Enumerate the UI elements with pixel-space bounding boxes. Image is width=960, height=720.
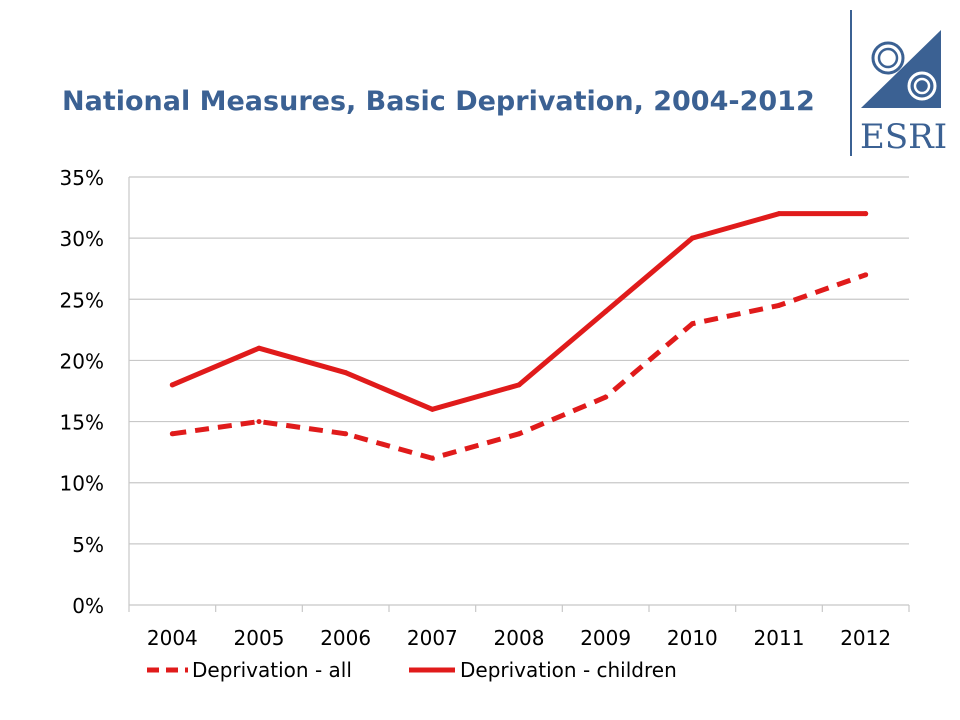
y-tick-label: 0% [72, 594, 104, 618]
y-tick-label: 25% [60, 288, 104, 312]
y-tick-label: 5% [72, 533, 104, 557]
data-point [169, 431, 175, 437]
logo-circle-top [871, 41, 905, 75]
x-tick-label: 2010 [667, 626, 718, 650]
x-tick-label: 2011 [754, 626, 805, 650]
legend-label: Deprivation - all [192, 658, 352, 682]
data-point [169, 382, 175, 388]
data-point [256, 345, 262, 351]
logo-circle-bottom-inner [913, 77, 931, 95]
x-tick-label: 2004 [147, 626, 198, 650]
data-point [429, 455, 435, 461]
data-point [343, 431, 349, 437]
esri-logo: ESRI [850, 10, 946, 157]
x-tick-label: 2005 [234, 626, 285, 650]
page-title: National Measures, Basic Deprivation, 20… [62, 86, 815, 117]
x-tick-label: 2007 [407, 626, 458, 650]
x-tick-label: 2006 [320, 626, 371, 650]
data-point [343, 370, 349, 376]
data-point [776, 302, 782, 308]
x-tick-label: 2009 [580, 626, 631, 650]
data-point [603, 309, 609, 315]
y-tick-label: 15% [60, 411, 104, 435]
data-point [863, 211, 869, 217]
data-point [429, 406, 435, 412]
logo-circle-bottom [907, 71, 937, 101]
y-tick-label: 30% [60, 227, 104, 251]
legend-label: Deprivation - children [460, 658, 677, 682]
data-point [516, 382, 522, 388]
data-point [689, 321, 695, 327]
x-tick-label: 2008 [494, 626, 545, 650]
data-point [863, 272, 869, 278]
x-tick-label: 2012 [840, 626, 891, 650]
y-tick-label: 10% [60, 472, 104, 496]
series-line [171, 272, 867, 461]
data-point [256, 419, 262, 425]
logo-circle-top-inner [877, 47, 899, 69]
data-point [516, 431, 522, 437]
logo-text: ESRI [860, 117, 946, 157]
data-point [603, 394, 609, 400]
logo-triangle [861, 30, 941, 108]
data-point [776, 211, 782, 217]
data-point [689, 235, 695, 241]
y-tick-label: 20% [60, 349, 104, 373]
y-tick-label: 35% [60, 166, 104, 190]
